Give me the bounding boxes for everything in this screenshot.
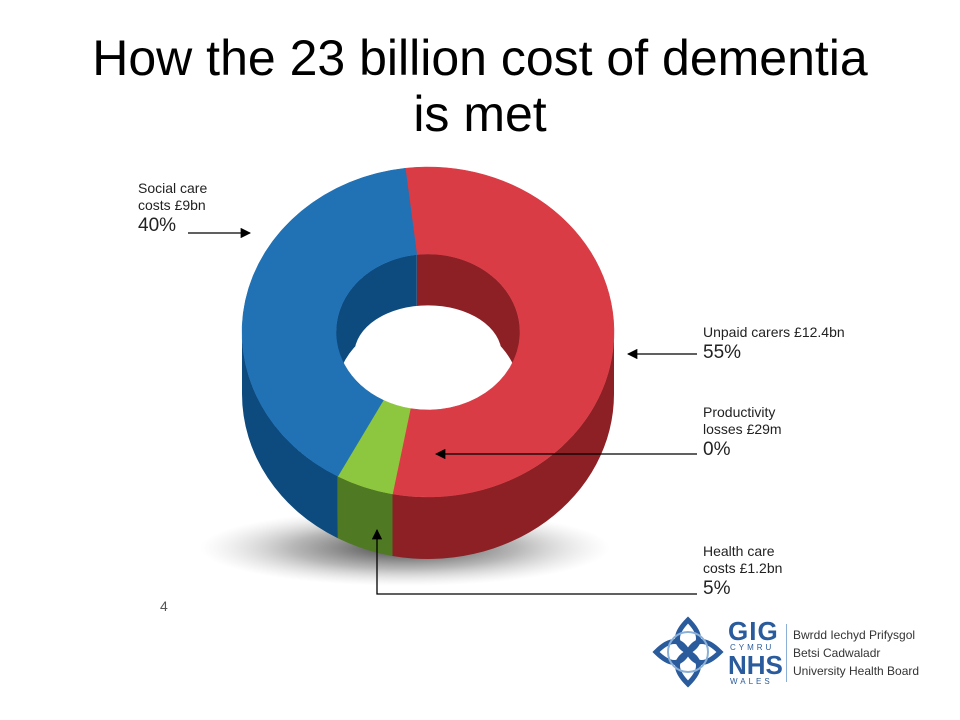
label-social-line1: Social care (138, 180, 208, 196)
logo-gig: GIG (728, 616, 779, 646)
label-health-care: Health care costs £1.2bn 5% (703, 543, 782, 600)
label-health-pct: 5% (703, 578, 731, 599)
label-productivity-line2: losses £29m (703, 421, 782, 437)
label-productivity: Productivity losses £29m 0% (703, 404, 782, 461)
slice-side-0-0 (392, 332, 614, 559)
celtic-knot-icon (652, 616, 724, 688)
label-productivity-pct: 0% (703, 439, 731, 460)
nhs-wales-logo: GIG CYMRU NHS WALES Bwrdd Iechyd Prifysg… (652, 614, 932, 690)
logo-divider (786, 624, 787, 682)
title-line-1: How the 23 billion cost of dementia (92, 30, 868, 86)
logo-board-line1: Bwrdd Iechyd Prifysgol (793, 628, 916, 642)
title-line-2: is met (413, 86, 547, 142)
logo-cymru: CYMRU (730, 643, 775, 652)
label-health-line2: costs £1.2bn (703, 560, 783, 576)
label-unpaid-pct: 55% (703, 342, 742, 363)
label-productivity-line1: Productivity (703, 404, 776, 420)
label-health-line1: Health care (703, 543, 775, 559)
logo-wales: WALES (730, 677, 773, 686)
slice-side-3-0 (242, 332, 338, 539)
label-social-line2: costs £9bn (138, 197, 206, 213)
label-social-care: Social care costs £9bn 40% (138, 180, 207, 237)
slice-top-3 (241, 167, 418, 477)
logo-board-line2: Betsi Cadwaladr (793, 646, 881, 660)
label-unpaid-carers: Unpaid carers £12.4bn 55% (703, 324, 845, 364)
label-social-pct: 40% (138, 215, 177, 236)
donut-body (241, 166, 615, 559)
arrow-health (371, 528, 697, 595)
page-number: 4 (160, 598, 168, 614)
logo-board-line3: University Health Board (793, 664, 920, 678)
label-unpaid-line1: Unpaid carers £12.4bn (703, 324, 845, 340)
slide-title: How the 23 billion cost of dementia is m… (0, 30, 960, 142)
logo-nhs: NHS (728, 650, 783, 680)
slice-top-0 (392, 166, 615, 498)
donut-hole (354, 305, 502, 403)
slice-inner-0 (416, 254, 520, 394)
